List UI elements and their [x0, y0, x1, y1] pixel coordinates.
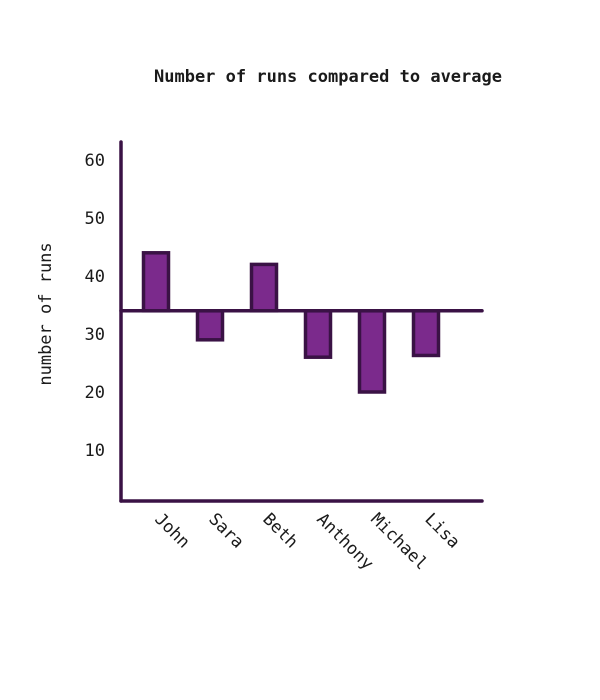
bar-beth	[249, 262, 279, 313]
x-tick-label-anthony: Anthony	[312, 509, 377, 574]
bar-lisa	[411, 309, 441, 358]
bar-anthony	[303, 309, 333, 359]
y-axis-label: number of runs	[36, 242, 56, 385]
x-tick-label-beth: Beth	[258, 509, 301, 552]
chart-title: Number of runs compared to average	[154, 67, 502, 87]
y-tick-label: 30	[85, 325, 105, 345]
x-tick-label-sara: Sara	[204, 509, 247, 552]
y-ticks-group: 10 20 30 40 50 60	[85, 151, 105, 461]
x-tick-label-lisa: Lisa	[420, 509, 463, 552]
y-tick-label: 20	[85, 383, 105, 403]
y-tick-label: 60	[85, 151, 105, 171]
bar-john	[141, 251, 171, 313]
x-tick-label-john: John	[150, 509, 193, 552]
bar-michael	[357, 309, 387, 394]
y-tick-label: 10	[85, 441, 105, 461]
y-tick-label: 40	[85, 267, 105, 287]
bar-sara	[195, 309, 225, 342]
x-tick-label-michael: Michael	[366, 509, 431, 574]
bars-group	[141, 251, 441, 394]
y-tick-label: 50	[85, 209, 105, 229]
